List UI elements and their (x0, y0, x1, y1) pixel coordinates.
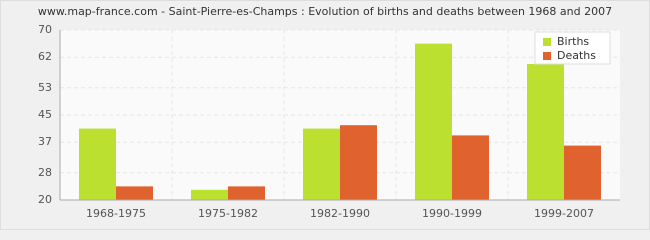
legend-label: Births (557, 35, 589, 48)
x-tick-label: 1968-1975 (86, 207, 146, 220)
y-tick-label: 28 (38, 166, 52, 179)
x-tick-label: 1990-1999 (422, 207, 482, 220)
legend-label: Deaths (557, 49, 596, 62)
bar (191, 189, 228, 200)
bar (340, 125, 377, 200)
x-tick-label: 1982-1990 (310, 207, 370, 220)
bar (415, 43, 452, 200)
y-tick-label: 53 (38, 81, 52, 94)
bar (564, 145, 601, 200)
x-tick-label: 1999-2007 (534, 207, 594, 220)
chart-title: www.map-france.com - Saint-Pierre-es-Cha… (38, 5, 612, 18)
y-tick-label: 70 (38, 23, 52, 36)
y-tick-label: 45 (38, 108, 52, 121)
x-tick-label: 1975-1982 (198, 207, 258, 220)
legend-swatch (543, 38, 551, 46)
bar (116, 186, 153, 200)
bar (303, 128, 340, 200)
y-tick-label: 20 (38, 193, 52, 206)
bar (228, 186, 265, 200)
legend-swatch (543, 52, 551, 60)
y-tick-label: 37 (38, 135, 52, 148)
chart: www.map-france.com - Saint-Pierre-es-Cha… (0, 0, 650, 230)
bar (79, 128, 116, 200)
bar (527, 64, 564, 200)
y-tick-label: 62 (38, 50, 52, 63)
bar (452, 135, 489, 200)
